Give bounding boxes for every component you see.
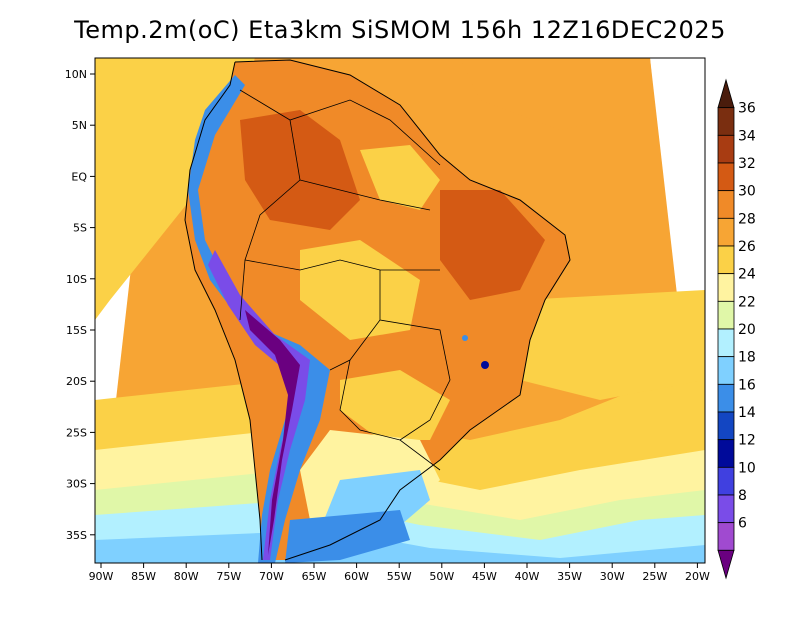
colorbar-label: 12 (738, 433, 756, 449)
colorbar-label: 36 (738, 101, 756, 117)
colorbar-bin (717, 217, 735, 247)
colorbar-bin (717, 494, 735, 524)
colorbar-bin (717, 328, 735, 358)
lat-tick-label: 5S (73, 222, 87, 235)
lon-tick-label: 75W (216, 570, 241, 583)
lon-tick-label: 40W (515, 570, 540, 583)
lat-tick-label: 25S (66, 426, 87, 439)
colorbar-top-arrow (717, 78, 735, 109)
colorbar-bin (717, 439, 735, 468)
country-borders (239, 89, 451, 471)
colorbar-label: 26 (738, 239, 756, 255)
colorbar-bin (717, 522, 735, 551)
lon-tick-label: 80W (174, 570, 199, 583)
lon-tick-label: 85W (131, 570, 156, 583)
colorbar-bottom-arrow (717, 549, 735, 580)
lat-tick-label: 35S (66, 529, 87, 542)
andes-cold-region (188, 75, 330, 563)
colorbar-bin (717, 107, 735, 136)
lat-tick-label: 10N (65, 68, 87, 81)
map-frame (94, 57, 706, 564)
lon-tick-label: 35W (557, 570, 582, 583)
colorbar-label: 10 (738, 460, 756, 476)
lon-tick-label: 60W (344, 570, 369, 583)
lon-tick-label: 45W (472, 570, 497, 583)
lat-tick-label: EQ (71, 170, 87, 183)
lon-tick-label: 65W (302, 570, 327, 583)
colorbar-label: 22 (738, 294, 756, 310)
temperature-field (95, 58, 705, 563)
colorbar-label: 8 (738, 488, 747, 504)
colorbar-bin (717, 356, 735, 385)
colorbar-bin (717, 411, 735, 441)
colorbar-bin (717, 300, 735, 330)
colorbar-bin (717, 245, 735, 275)
colorbar-label: 20 (738, 322, 756, 338)
colorbar-bin (717, 162, 735, 192)
colorbar-label: 28 (738, 211, 756, 227)
colorbar-label: 34 (738, 128, 756, 144)
lon-tick-label: 90W (89, 570, 114, 583)
colorbar-label: 18 (738, 350, 756, 366)
lat-tick-label: 10S (66, 273, 87, 286)
lon-tick-label: 55W (387, 570, 412, 583)
colorbar-bin (717, 466, 735, 496)
lon-tick-label: 70W (259, 570, 284, 583)
map-title: Temp.2m(oC) Eta3km SiSMOM 156h 12Z16DEC2… (74, 16, 726, 44)
lat-tick-label: 15S (66, 324, 87, 337)
latitude-axis: 10N 5N EQ 5S 10S 15S 20S 25S 30S 35S (65, 68, 95, 542)
colorbar-label: 14 (738, 405, 756, 421)
colorbar-label: 24 (738, 267, 756, 283)
colorbar-bin (717, 383, 735, 413)
longitude-axis: 90W 85W 80W 75W 70W 65W 60W 55W 50W 45W 40W 35W 30W 2… (89, 563, 710, 583)
lat-tick-label: 5N (72, 119, 87, 132)
colorbar-label: 30 (738, 184, 756, 200)
colorbar-label: 6 (738, 516, 747, 532)
colorbar-label: 16 (738, 377, 756, 393)
colorbar-bin (717, 190, 735, 219)
lon-tick-label: 25W (642, 570, 667, 583)
coastline (184, 59, 571, 561)
colorbar-bin (717, 134, 735, 164)
colorbar-bin (717, 273, 735, 302)
colorbar-label: 32 (738, 156, 756, 172)
lon-tick-label: 50W (429, 570, 454, 583)
lat-tick-label: 20S (66, 375, 87, 388)
lon-tick-label: 30W (600, 570, 625, 583)
colorbar: 36 34 32 30 28 26 24 22 20 18 16 14 12 10 8 6 (717, 78, 756, 580)
lat-tick-label: 30S (66, 478, 87, 491)
lon-tick-label: 20W (685, 570, 710, 583)
